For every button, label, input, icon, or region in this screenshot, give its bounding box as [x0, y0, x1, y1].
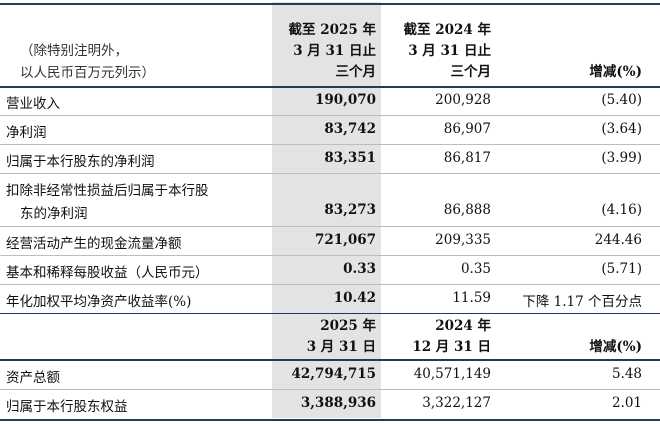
value-2024q1: 11.59	[452, 290, 491, 306]
row-divider	[0, 226, 660, 227]
row-divider	[0, 144, 660, 145]
value-2024q1: 0.35	[460, 261, 491, 277]
col-2024q1-line3: 三个月	[450, 64, 492, 80]
col-2025-line1: 2025 年	[320, 318, 376, 334]
value-2024q1: 86,888	[443, 202, 491, 218]
value-change: (3.64)	[601, 121, 642, 137]
table-row: 基本和稀释每股收益（人民币元） 0.33 0.35 (5.71)	[0, 261, 660, 283]
row-divider	[0, 115, 660, 116]
value-2024q1: 86,817	[443, 150, 491, 166]
header-bottom-border	[0, 86, 660, 88]
table-row: 资产总额 42,794,715 40,571,149 5.48	[0, 366, 660, 388]
col-2025q1-line2: 3 月 31 日止	[293, 43, 376, 59]
value-2025q1: 83,351	[324, 150, 376, 166]
row-label: 年化加权平均净资产收益率(%)	[6, 294, 192, 310]
value-2025q1: 83,273	[324, 202, 376, 218]
col-2024-line2: 12 月 31 日	[412, 339, 491, 355]
table-row: 营业收入 190,070 200,928 (5.40)	[0, 92, 660, 114]
row-label: 归属于本行股东权益	[6, 399, 128, 415]
col-2024-line1: 2024 年	[435, 318, 491, 334]
value-2025q1: 10.42	[333, 290, 376, 306]
value-change: 244.46	[594, 232, 642, 248]
unit-note-line1: （除特别注明外，	[20, 43, 128, 59]
value-2025q1: 83,742	[324, 121, 376, 137]
section-divider	[0, 313, 660, 314]
table-row: 扣除非经常性损益后归属于本行股 东的净利润 83,273 86,888 (4.1…	[0, 179, 660, 225]
row-label: 营业收入	[6, 96, 60, 112]
value-change: 2.01	[611, 395, 642, 411]
table-row: 归属于本行股东权益 3,388,936 3,322,127 2.01	[0, 395, 660, 417]
row-label-continued: 东的净利润	[20, 206, 88, 222]
table-row: 经营活动产生的现金流量净额 721,067 209,335 244.46	[0, 232, 660, 254]
value-2024q1: 200,928	[435, 92, 491, 108]
value-2025q1: 190,070	[314, 92, 376, 108]
table-row: 年化加权平均净资产收益率(%) 10.42 11.59 下降 1.17 个百分点	[0, 290, 660, 312]
subheader-row: 2025 年 3 月 31 日 2024 年 12 月 31 日 增减(%)	[0, 314, 660, 358]
subheader-bottom-border	[0, 359, 660, 361]
value-change: 下降 1.17 个百分点	[522, 294, 642, 310]
col-2025-line2: 3 月 31 日	[306, 339, 376, 355]
row-label: 归属于本行股东的净利润	[6, 154, 155, 170]
value-2024q1: 86,907	[443, 121, 491, 137]
row-label: 净利润	[6, 125, 47, 141]
col-2024q1-line1: 截至 2024 年	[403, 22, 491, 38]
col-2025q1-line1: 截至 2025 年	[288, 22, 376, 38]
current-period-column-shading	[272, 2, 381, 418]
bottom-border	[0, 419, 660, 421]
col-change-header-2: 增减(%)	[589, 339, 642, 355]
value-2025q1: 721,067	[314, 232, 376, 248]
value-change: (4.16)	[601, 202, 642, 218]
row-label: 扣除非经常性损益后归属于本行股	[6, 183, 209, 199]
row-divider	[0, 389, 660, 390]
value-2025: 3,388,936	[300, 395, 376, 411]
row-label: 经营活动产生的现金流量净额	[6, 236, 182, 252]
col-change-header: 增减(%)	[589, 64, 642, 80]
top-border	[0, 3, 660, 5]
value-change: 5.48	[611, 366, 642, 382]
col-2024q1-line2: 3 月 31 日止	[408, 43, 491, 59]
table-row: 净利润 83,742 86,907 (3.64)	[0, 121, 660, 143]
row-label: 基本和稀释每股收益（人民币元）	[6, 265, 209, 281]
value-change: (5.71)	[601, 261, 642, 277]
value-2025q1: 0.33	[343, 261, 376, 277]
row-divider	[0, 284, 660, 285]
row-divider	[0, 173, 660, 174]
row-label: 资产总额	[6, 370, 60, 386]
col-2025q1-line3: 三个月	[335, 64, 377, 80]
value-2025: 42,794,715	[291, 366, 376, 382]
header-row: （除特别注明外， 以人民币百万元列示） 截至 2025 年 3 月 31 日止 …	[0, 4, 660, 86]
value-change: (3.99)	[601, 150, 642, 166]
row-divider	[0, 255, 660, 256]
unit-note-line2: 以人民币百万元列示）	[20, 65, 155, 81]
value-2024q1: 209,335	[435, 232, 491, 248]
value-2024: 40,571,149	[413, 366, 491, 382]
value-change: (5.40)	[601, 92, 642, 108]
value-2024: 3,322,127	[422, 395, 491, 411]
table-row: 归属于本行股东的净利润 83,351 86,817 (3.99)	[0, 150, 660, 172]
